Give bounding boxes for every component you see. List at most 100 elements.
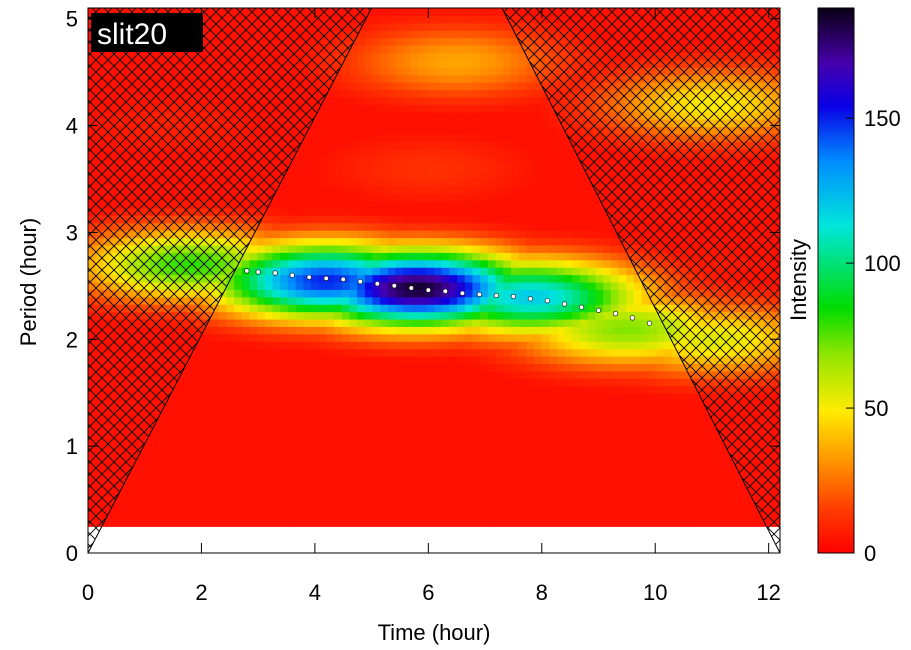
heatmap-cell — [533, 289, 543, 298]
heatmap-cell — [610, 355, 620, 364]
heatmap-cell — [441, 111, 450, 120]
heatmap-cell — [441, 496, 450, 505]
heatmap-cell — [318, 259, 327, 268]
heatmap-cell — [487, 459, 497, 468]
heatmap-cell — [464, 326, 474, 335]
heatmap-cell — [595, 200, 604, 209]
heatmap-cell — [464, 333, 474, 342]
heatmap-cell — [449, 274, 458, 283]
heatmap-cell — [341, 437, 351, 446]
heatmap-cell — [303, 430, 312, 439]
heatmap-cell — [487, 193, 497, 202]
heatmap-cell — [303, 496, 312, 505]
heatmap-cell — [526, 422, 535, 431]
heatmap-cell — [287, 430, 297, 439]
heatmap-cell — [603, 378, 612, 387]
heatmap-cell — [487, 126, 497, 135]
heatmap-cell — [364, 104, 374, 113]
heatmap-cell — [526, 156, 535, 165]
heatmap-cell — [557, 370, 566, 379]
heatmap-cell — [403, 422, 412, 431]
heatmap-cell — [564, 156, 573, 165]
heatmap-cell — [180, 407, 189, 416]
heatmap-cell — [510, 385, 520, 394]
heatmap-cell — [157, 467, 166, 476]
heatmap-cell — [264, 430, 274, 439]
heatmap-cell — [457, 415, 466, 424]
heatmap-cell — [380, 45, 389, 54]
heatmap-cell — [134, 459, 143, 468]
heatmap-cell — [549, 333, 558, 342]
heatmap-cell — [303, 504, 312, 513]
heatmap-cell — [211, 504, 220, 513]
heatmap-cell — [495, 15, 504, 24]
heatmap-cell — [587, 341, 597, 350]
heatmap-cell — [633, 415, 643, 424]
heatmap-cell — [195, 422, 204, 431]
heatmap-cell — [557, 252, 566, 261]
heatmap-cell — [364, 437, 374, 446]
heatmap-cell — [441, 148, 450, 157]
heatmap-cell — [426, 504, 435, 513]
heatmap-cell — [518, 363, 527, 372]
heatmap-cell — [587, 481, 597, 490]
heatmap-cell — [334, 96, 343, 105]
heatmap-cell — [295, 237, 304, 246]
heatmap-cell — [226, 444, 235, 453]
heatmap-cell — [480, 237, 489, 246]
heatmap-cell — [487, 178, 497, 187]
heatmap-cell — [364, 385, 374, 394]
heatmap-cell — [226, 393, 235, 402]
heatmap-cell — [372, 244, 381, 253]
heatmap-cell — [464, 200, 474, 209]
heatmap-cell — [357, 141, 366, 150]
heatmap-cell — [234, 467, 243, 476]
heatmap-cell — [287, 326, 297, 335]
heatmap-cell — [487, 385, 497, 394]
heatmap-cell — [472, 489, 481, 498]
heatmap-cell — [403, 289, 412, 298]
heatmap-cell — [595, 422, 604, 431]
heatmap-cell — [580, 296, 589, 305]
heatmap-cell — [472, 45, 481, 54]
heatmap-cell — [510, 267, 520, 276]
heatmap-cell — [587, 207, 597, 216]
heatmap-cell — [549, 185, 558, 194]
heatmap-cell — [303, 244, 312, 253]
heatmap-cell — [395, 400, 404, 409]
heatmap-cell — [510, 489, 520, 498]
heatmap-cell — [380, 378, 389, 387]
heatmap-cell — [510, 156, 520, 165]
heatmap-cell — [395, 59, 404, 68]
heatmap-cell — [487, 311, 497, 320]
heatmap-cell — [318, 185, 327, 194]
heatmap-cell — [380, 481, 389, 490]
heatmap-cell — [603, 385, 612, 394]
heatmap-cell — [418, 37, 427, 46]
heatmap-cell — [434, 422, 443, 431]
heatmap-cell — [526, 133, 535, 142]
heatmap-cell — [287, 296, 297, 305]
heatmap-cell — [249, 348, 258, 357]
heatmap-cell — [372, 215, 381, 224]
heatmap-cell — [533, 111, 543, 120]
heatmap-cell — [272, 230, 281, 239]
heatmap-cell — [441, 518, 450, 527]
heatmap-cell — [372, 111, 381, 120]
heatmap-cell — [487, 430, 497, 439]
heatmap-cell — [487, 318, 497, 327]
heatmap-cell — [334, 185, 343, 194]
heatmap-cell — [264, 363, 274, 372]
heatmap-cell — [595, 252, 604, 261]
heatmap-cell — [480, 422, 489, 431]
heatmap-cell — [310, 170, 320, 179]
heatmap-cell — [310, 289, 320, 298]
heatmap-cell — [357, 311, 366, 320]
heatmap-cell — [334, 393, 343, 402]
heatmap-cell — [549, 215, 558, 224]
heatmap-cell — [426, 15, 435, 24]
heatmap-cell — [464, 148, 474, 157]
heatmap-cell — [418, 496, 427, 505]
heatmap-cell — [234, 437, 243, 446]
heatmap-cell — [303, 341, 312, 350]
